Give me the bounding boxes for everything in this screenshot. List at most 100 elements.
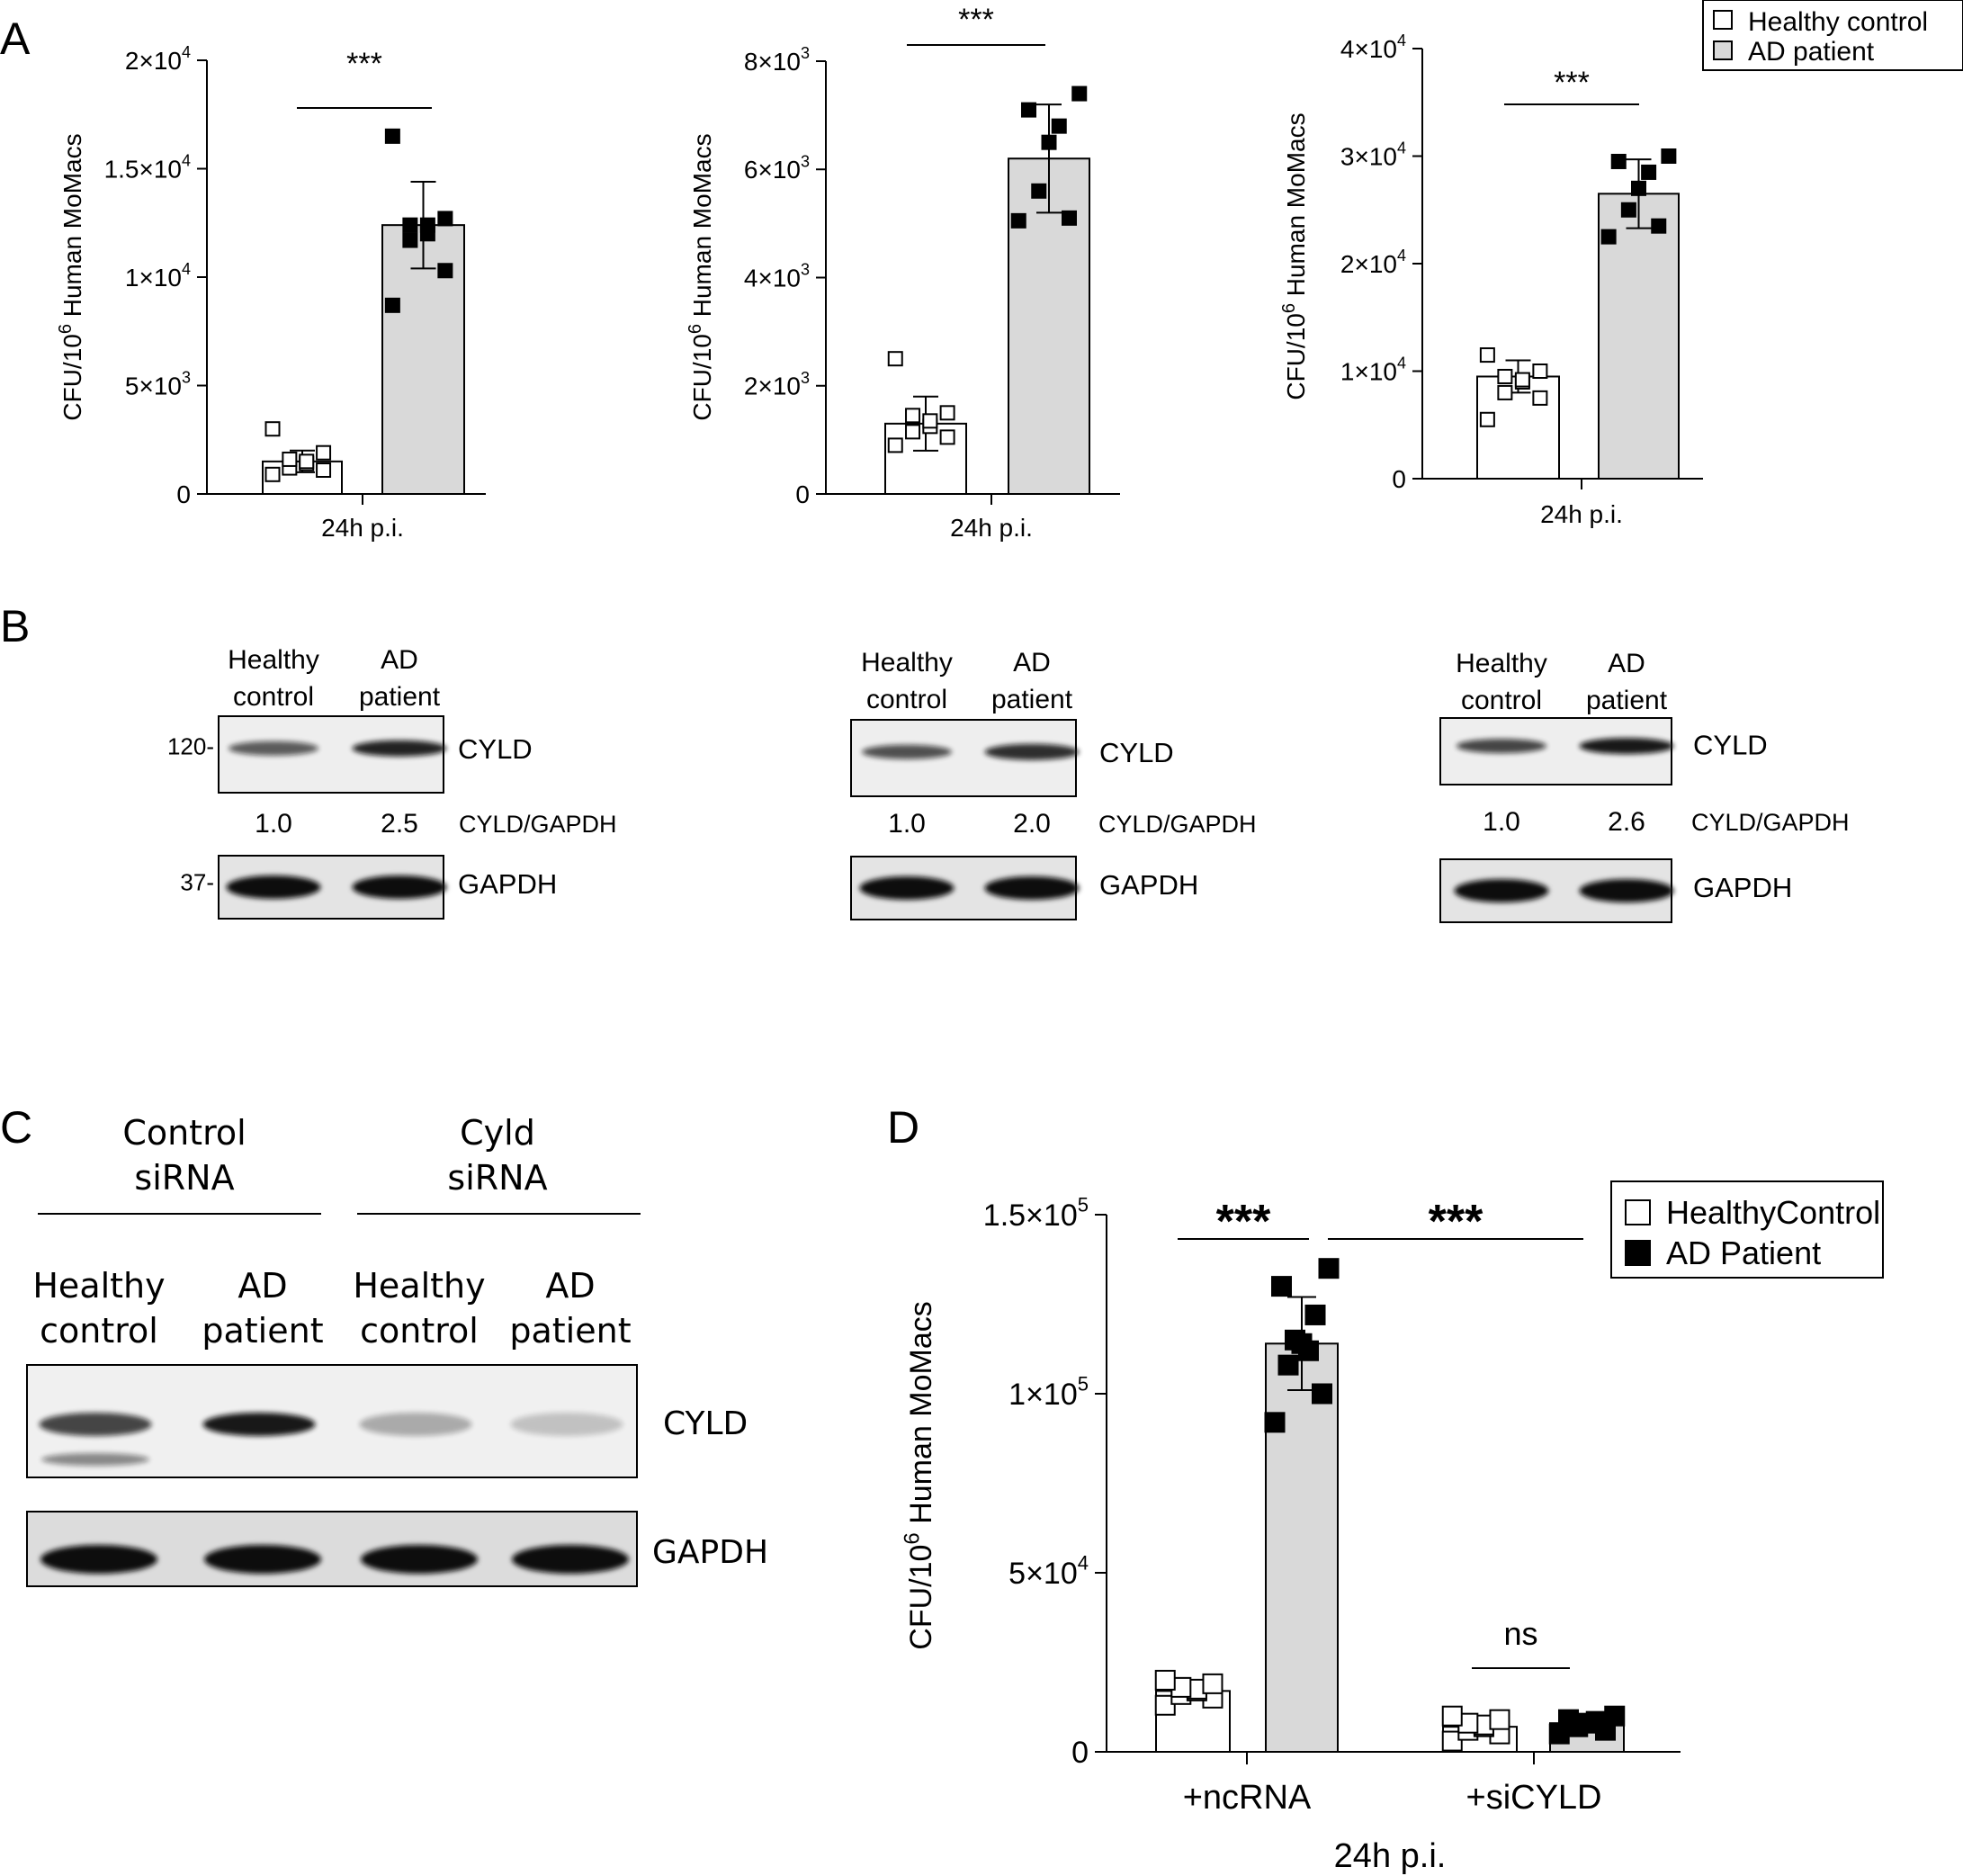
data-point-healthy [282, 451, 298, 467]
lane-header: Healthy [1456, 649, 1547, 678]
significance-label: *** [1429, 1196, 1483, 1248]
y-tick-label: 4×104 [1340, 31, 1406, 63]
y-tick-exponent: 4 [1397, 355, 1406, 373]
lane-header: AD [381, 645, 418, 675]
data-point-patient [384, 297, 400, 313]
data-point-patient [1071, 85, 1088, 102]
data-point-healthy [1532, 364, 1548, 379]
y-label-main: CFU/10 [688, 334, 716, 420]
protein-label: CYLD [663, 1405, 748, 1442]
lane-header: AD [238, 1266, 287, 1306]
data-point-patient [1661, 148, 1677, 164]
ratio-label: CYLD/GAPDH [1691, 809, 1850, 836]
data-point-patient [1604, 1705, 1626, 1727]
data-point-patient [1285, 1329, 1305, 1351]
data-point-patient [402, 232, 418, 248]
data-point-healthy [264, 466, 281, 482]
y-tick-base: 1.5×10 [104, 155, 182, 183]
blot-band [352, 740, 447, 757]
y-tick-label: 0 [795, 480, 810, 508]
y-tick-exponent: 4 [1078, 1552, 1089, 1575]
lane-header: control [360, 1311, 479, 1351]
lane-header: control [1461, 686, 1542, 715]
y-tick-label: 1.5×105 [983, 1194, 1089, 1233]
marker-label: 120- [167, 733, 214, 760]
data-point-patient [384, 128, 400, 144]
bar-patient [1265, 1342, 1339, 1754]
protein-label: CYLD [1693, 730, 1768, 761]
legend-d: HealthyControl AD Patient [1610, 1180, 1884, 1279]
data-point-patient [1600, 229, 1617, 245]
y-label-rest: Human MoMacs [904, 1301, 938, 1532]
lane-header: patient [202, 1311, 323, 1351]
data-point-healthy [1154, 1669, 1176, 1691]
marker-label: 37- [180, 869, 214, 896]
data-point-patient [1010, 212, 1026, 229]
y-tick-base: 2×10 [744, 373, 801, 400]
y-tick-label: 1×104 [125, 260, 191, 292]
y-tick-base: 5×10 [125, 372, 182, 399]
data-point-patient [1318, 1258, 1340, 1279]
blot-band [1457, 739, 1546, 754]
y-tick-base: 0 [176, 480, 191, 508]
protein-label: CYLD [458, 733, 533, 765]
data-point-patient [1651, 218, 1667, 234]
y-tick-exponent: 5 [1078, 1373, 1089, 1396]
data-point-patient [1041, 134, 1057, 150]
y-tick-base: 4×10 [1340, 35, 1397, 63]
blot-b-3: Healthy control AD patient CYLD 1.0 2.6 CYLD/GA… [1439, 649, 1850, 923]
blot-band [202, 1413, 316, 1436]
y-tick-exponent: 3 [801, 44, 810, 62]
data-point-patient [437, 211, 453, 227]
data-point-healthy [1514, 372, 1530, 388]
y-tick-exponent: 4 [1397, 31, 1406, 49]
data-point-patient [1031, 183, 1047, 199]
data-point-patient [1277, 1354, 1299, 1376]
blot-b-2: Healthy control AD patient CYLD 1.0 2.0 CYLD/GA… [850, 648, 1257, 920]
legend-label-patient: AD patient [1748, 37, 1875, 67]
lane-header: Healthy [32, 1266, 165, 1306]
blot-band [352, 875, 447, 899]
lane-header: AD [545, 1266, 595, 1306]
y-tick-label: 0 [1071, 1736, 1089, 1770]
data-point-healthy [1441, 1705, 1463, 1727]
y-tick-label: 2×103 [744, 369, 810, 400]
y-tick-label: 0 [1392, 465, 1406, 493]
lane-header: patient [991, 685, 1073, 714]
y-tick-exponent: 4 [1397, 139, 1406, 157]
y-tick-label: 5×103 [125, 369, 191, 400]
y-tick-exponent: 3 [801, 261, 810, 279]
y-tick-base: 1×10 [1008, 1378, 1078, 1412]
y-tick-exponent: 4 [1397, 247, 1406, 265]
y-tick-label: 5×104 [1008, 1552, 1089, 1591]
data-point-healthy [887, 351, 903, 367]
lane-header: AD [1013, 648, 1051, 678]
y-tick-label: 4×103 [744, 261, 810, 292]
blot-band [1579, 879, 1674, 902]
significance-label: *** [1216, 1196, 1271, 1248]
blot-band [1579, 738, 1674, 755]
data-point-patient [1264, 1412, 1286, 1433]
lane-header: Healthy [228, 645, 319, 675]
data-point-healthy [887, 437, 903, 453]
y-tick-exponent: 5 [1078, 1194, 1089, 1216]
blot-band [40, 1545, 157, 1574]
data-point-patient [437, 263, 453, 279]
data-point-healthy [1532, 390, 1548, 406]
significance-label: ns [1503, 1615, 1537, 1652]
legend-label-healthy: Healthy control [1748, 7, 1928, 37]
blot-band [862, 744, 952, 759]
y-label-rest: Human MoMacs [1282, 112, 1310, 303]
data-point-patient [1585, 1710, 1607, 1732]
blot-band [1454, 879, 1549, 902]
blot-band [859, 876, 955, 900]
data-point-patient [402, 217, 418, 233]
y-label-main: CFU/10 [904, 1545, 938, 1650]
y-tick-label: 8×103 [744, 44, 810, 76]
panel-letter-b: B [0, 601, 30, 651]
significance-label: *** [346, 47, 382, 81]
data-point-healthy [905, 424, 921, 440]
ratio-value: 1.0 [255, 809, 292, 839]
